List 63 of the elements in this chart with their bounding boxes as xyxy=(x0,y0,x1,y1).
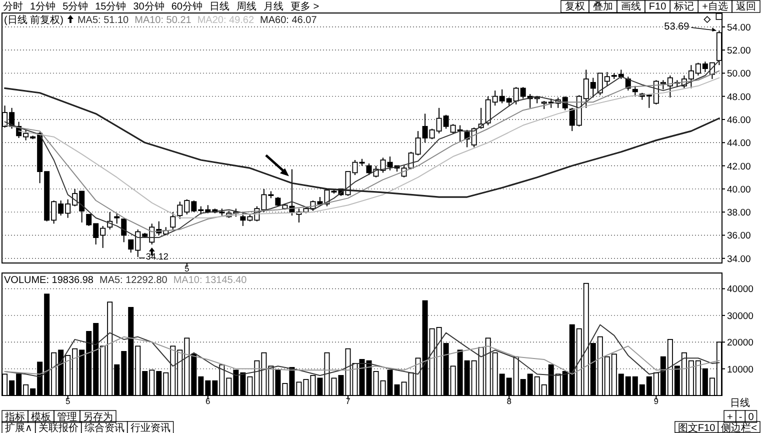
y-tick-label: 38.00 xyxy=(727,208,751,219)
text: 0 xyxy=(748,412,754,423)
x-tick-label: 6 xyxy=(206,396,211,406)
text: 日线 xyxy=(210,0,230,12)
text: 侧边栏< xyxy=(721,422,758,433)
line-series xyxy=(4,336,720,375)
text: 指标 xyxy=(4,411,25,423)
x-tick-label: 9 xyxy=(654,396,659,406)
x-tick-label: 5 xyxy=(184,264,190,274)
text: 图文F10 xyxy=(678,422,716,433)
text: 60分钟 xyxy=(171,0,202,12)
text: 模板 xyxy=(31,411,51,423)
text: MA20: 49.62 xyxy=(197,15,254,26)
x-tick-label: 5 xyxy=(65,396,70,406)
text: 15分钟 xyxy=(95,0,126,12)
line-series xyxy=(4,324,720,378)
text: 月线 xyxy=(264,0,284,12)
text: 返回 xyxy=(736,0,756,12)
text: 分时 xyxy=(3,0,23,12)
y-tick-label: 40.00 xyxy=(727,184,751,196)
text: 5分钟 xyxy=(62,0,88,12)
y-tick-label: 36.00 xyxy=(727,230,751,242)
y-tick-label: 52.00 xyxy=(727,46,751,57)
y-tick-label: 54.00 xyxy=(727,22,751,34)
series-label: VOLUME: 19836.98 xyxy=(4,275,94,286)
text: 周线 xyxy=(236,0,256,12)
y-tick-label: 20000 xyxy=(727,338,754,349)
text: MA5: 51.10 xyxy=(77,15,130,26)
y-tick-label: 50.00 xyxy=(727,68,751,80)
text: 关联报价 xyxy=(38,422,78,433)
text: + xyxy=(727,412,733,423)
text: - xyxy=(738,412,742,423)
chart-title: (日线 前复权) xyxy=(4,14,64,26)
text: 复权 xyxy=(564,0,585,12)
y-tick-label: 46.00 xyxy=(727,114,751,126)
text: 30分钟 xyxy=(133,0,164,12)
text: 标记 xyxy=(673,0,694,12)
text: MA10: 50.21 xyxy=(134,15,192,26)
text: 行业资讯 xyxy=(130,422,170,433)
text: +自选 xyxy=(702,0,728,12)
text: MA5: 12292.80 xyxy=(100,275,168,286)
y-tick-label: 40000 xyxy=(727,284,754,296)
y-tick-label: 34.00 xyxy=(727,254,751,265)
text: 更多 > xyxy=(290,0,320,12)
y-tick-label: 10000 xyxy=(727,364,754,376)
annotation: 53.69 xyxy=(664,21,690,32)
text: 另存为 xyxy=(83,411,113,423)
text: 1分钟 xyxy=(30,0,56,12)
text: 扩展∧ xyxy=(5,422,32,433)
y-tick-label: 44.00 xyxy=(727,138,751,150)
text: MA10: 13145.40 xyxy=(173,275,248,286)
text: 日线 xyxy=(730,397,750,409)
text: MA60: 46.07 xyxy=(260,15,318,26)
x-tick-label: 8 xyxy=(506,396,512,406)
text: 管理 xyxy=(57,412,77,423)
text: 叠加 xyxy=(592,0,613,12)
y-tick-label: 48.00 xyxy=(727,92,751,103)
y-tick-label: 42.00 xyxy=(727,161,751,172)
annotation: 34.12 xyxy=(146,251,168,262)
text: F10 xyxy=(648,2,667,12)
text: 综合资讯 xyxy=(84,422,124,433)
text: 画线 xyxy=(620,0,641,12)
y-tick-label: 30000 xyxy=(727,310,754,322)
